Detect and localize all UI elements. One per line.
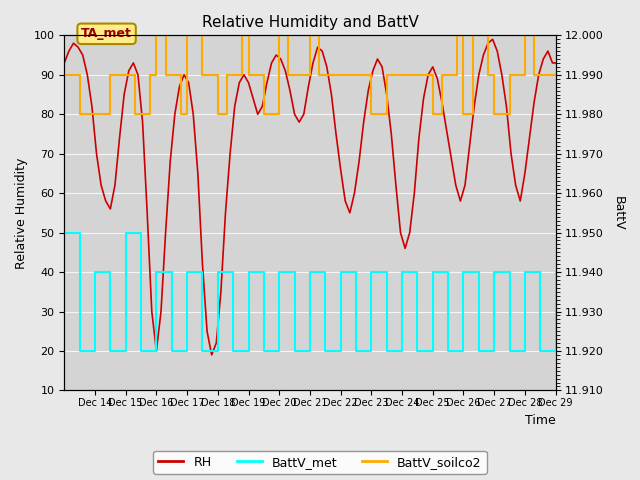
Title: Relative Humidity and BattV: Relative Humidity and BattV <box>202 15 419 30</box>
Y-axis label: BattV: BattV <box>612 195 625 230</box>
Text: TA_met: TA_met <box>81 27 132 40</box>
X-axis label: Time: Time <box>525 414 556 427</box>
Legend: RH, BattV_met, BattV_soilco2: RH, BattV_met, BattV_soilco2 <box>154 451 486 474</box>
Y-axis label: Relative Humidity: Relative Humidity <box>15 157 28 268</box>
